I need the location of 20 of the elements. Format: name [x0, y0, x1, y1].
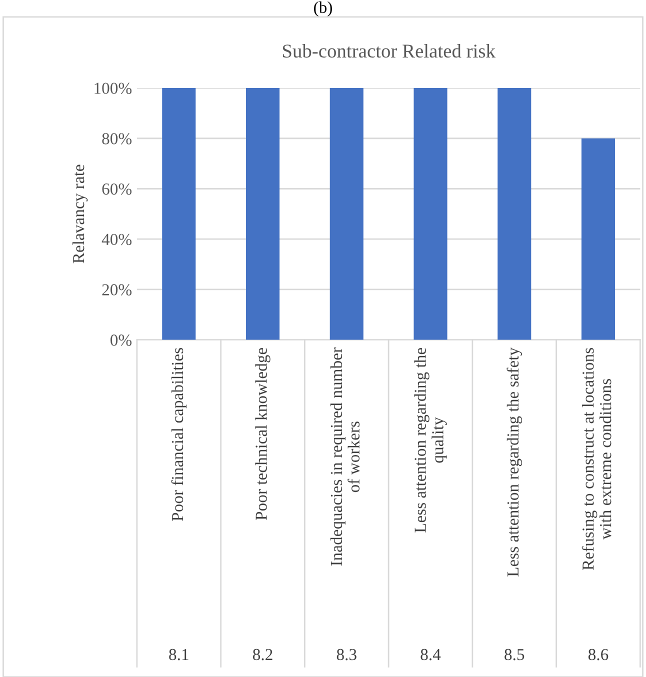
- x-tick-label: Less attention regarding the quality: [414, 348, 447, 533]
- x-tick-label: Inadequacies in required number of workers: [330, 348, 360, 566]
- chart-title: Sub-contractor Related risk: [282, 44, 496, 58]
- text: 8.5: [504, 648, 524, 660]
- x-tick-label: Poor financial capabilities: [171, 348, 187, 521]
- text: 8.3: [336, 648, 356, 660]
- y-tick-label: 80%: [102, 133, 132, 144]
- text: 8.1: [169, 648, 188, 660]
- y-tick-label: 40%: [102, 234, 132, 246]
- y-tick-label: 0%: [110, 334, 132, 346]
- x-tick-label: Poor technical knowledge: [255, 348, 270, 520]
- x-tick-label: Less attention regarding the safety: [506, 347, 522, 576]
- y-axis-title: Relavancy rate: [72, 164, 88, 264]
- y-tick-label: 100%: [94, 82, 132, 94]
- y-tick-label: 20%: [102, 284, 132, 296]
- text: (b): [314, 1, 332, 16]
- text: 8.6: [588, 648, 608, 660]
- text: 8.4: [420, 648, 441, 660]
- text: 8.2: [252, 648, 272, 660]
- y-tick-label: 60%: [102, 183, 132, 195]
